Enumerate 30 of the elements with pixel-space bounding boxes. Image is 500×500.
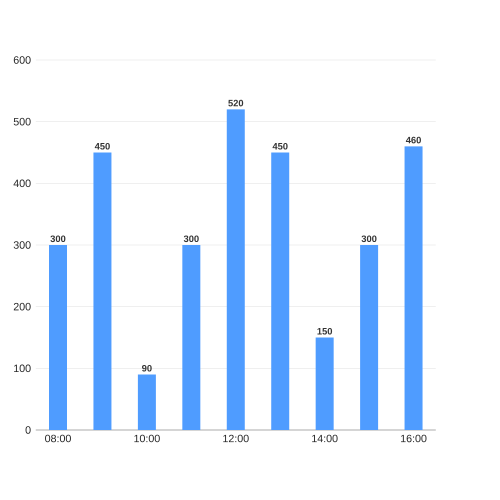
data-label: 460 bbox=[406, 136, 421, 144]
x-tick-label: 12:00 bbox=[223, 434, 249, 442]
x-tick-label: 08:00 bbox=[45, 434, 71, 442]
y-tick-label: 200 bbox=[14, 302, 31, 310]
data-label: 450 bbox=[94, 142, 110, 150]
data-label: 450 bbox=[272, 142, 288, 150]
y-tick-label: 300 bbox=[14, 241, 31, 249]
bar bbox=[226, 109, 245, 430]
bar bbox=[271, 152, 290, 430]
y-tick-label: 500 bbox=[14, 118, 31, 126]
bar bbox=[138, 374, 156, 430]
y-tick-label: 0 bbox=[26, 426, 31, 434]
data-label: 300 bbox=[362, 235, 377, 242]
data-label: 300 bbox=[184, 235, 199, 242]
data-label: 520 bbox=[228, 100, 244, 106]
data-label: 90 bbox=[142, 364, 152, 372]
y-tick-label: 100 bbox=[14, 364, 31, 372]
bar bbox=[49, 245, 67, 430]
x-tick-label: 10:00 bbox=[134, 434, 160, 442]
bar bbox=[360, 245, 378, 430]
data-label: 300 bbox=[50, 235, 66, 242]
y-tick-label: 400 bbox=[14, 180, 31, 188]
bar bbox=[182, 245, 200, 430]
x-tick-label: 14:00 bbox=[312, 434, 338, 442]
x-tick-label: 16:00 bbox=[401, 434, 426, 442]
y-tick-label: 600 bbox=[14, 56, 31, 64]
data-label: 150 bbox=[317, 328, 332, 335]
bar bbox=[93, 152, 112, 430]
bar bbox=[404, 146, 423, 430]
bar bbox=[316, 338, 334, 430]
